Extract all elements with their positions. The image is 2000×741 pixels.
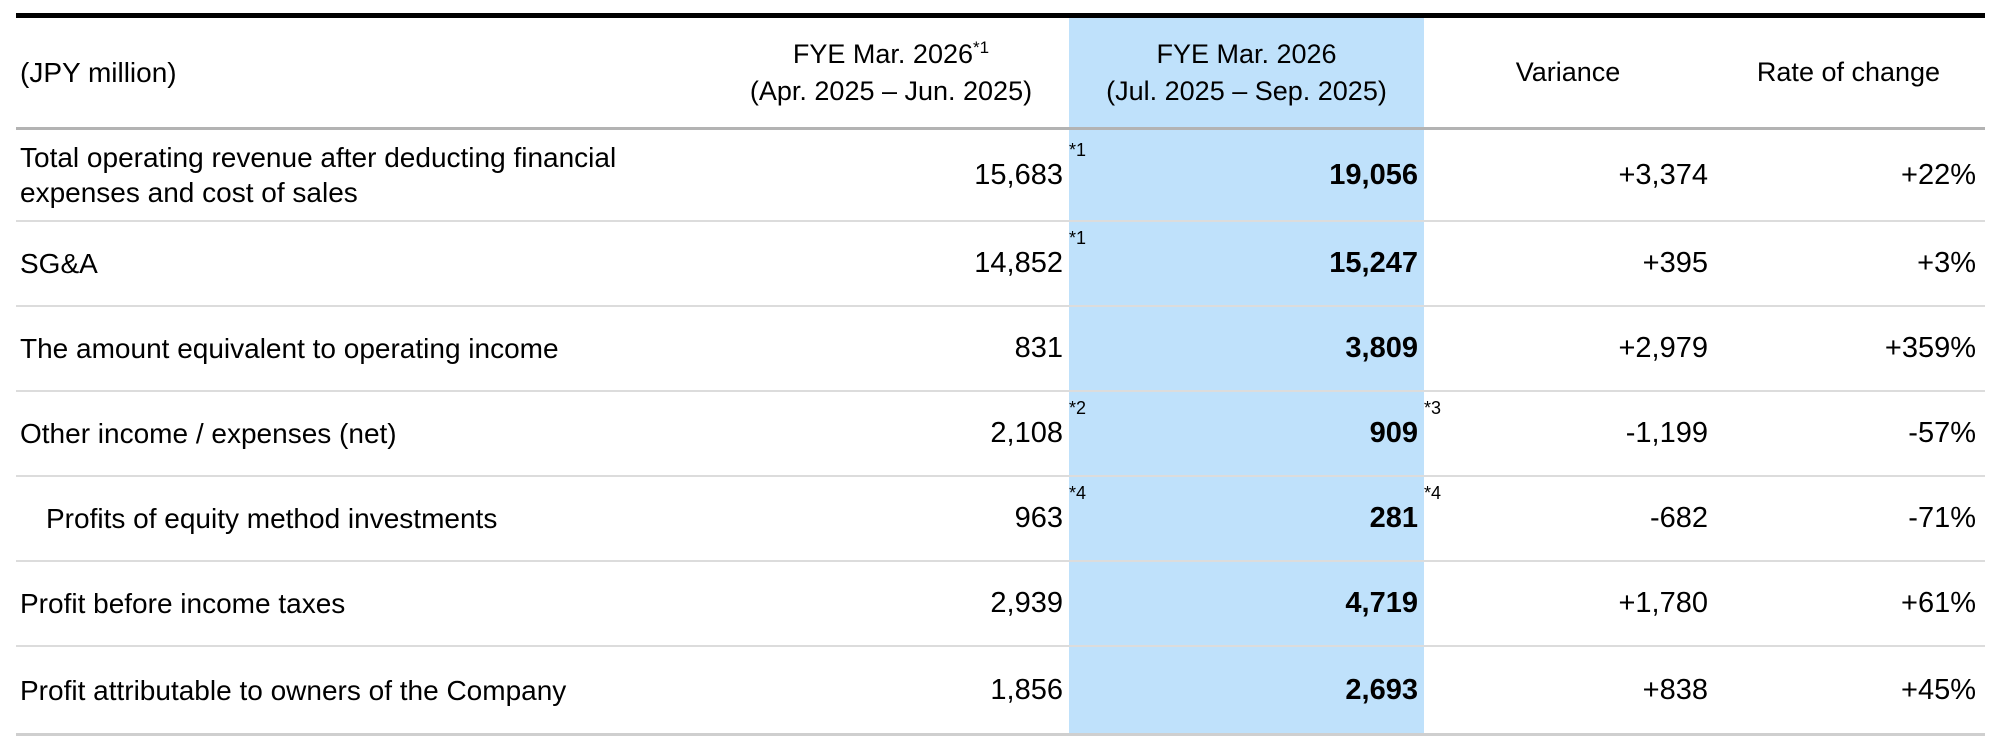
rate-of-change-value: +3% — [1917, 247, 1976, 279]
q2-value: 909 *3 — [1369, 398, 1442, 449]
q2-value: 19,056 — [1329, 158, 1418, 191]
row-label: The amount equivalent to operating incom… — [20, 333, 559, 364]
rate-of-change-value: +359% — [1884, 332, 1976, 364]
q2-header-title: FYE Mar. 2026 — [1156, 39, 1337, 70]
variance-value: -682 — [1649, 502, 1708, 534]
footnote-marker: *2 — [1069, 398, 1087, 418]
row-label: Profit before income taxes — [20, 588, 346, 619]
row-label: Total operating revenue after deducting … — [20, 142, 617, 208]
table-row: Total operating revenue after deducting … — [16, 130, 1985, 222]
current-quarter-highlight-band — [1069, 18, 1424, 733]
q1-value: 963 *4 — [1014, 483, 1087, 534]
variance-value: +3,374 — [1618, 158, 1708, 191]
variance-value: +1,780 — [1618, 587, 1708, 619]
rate-of-change-value: +61% — [1901, 587, 1976, 619]
unit-label: (JPY million) — [20, 57, 177, 88]
q2-value: 281 *4 — [1369, 483, 1442, 534]
rate-of-change-value: -71% — [1908, 502, 1976, 534]
footnote-marker: *1 — [1069, 228, 1087, 248]
q2-value: 2,693 — [1345, 673, 1418, 706]
q1-value: 2,108 *2 — [990, 398, 1087, 449]
table-row: Profits of equity method investments 963… — [16, 477, 1985, 562]
row-label: SG&A — [20, 248, 98, 279]
table-row: SG&A 14,852 *1 15,247 +395 +3% — [16, 222, 1985, 307]
q1-header-footnote-marker: *1 — [973, 38, 990, 58]
row-label: Profit attributable to owners of the Com… — [20, 674, 567, 706]
table-row: Other income / expenses (net) 2,108 *2 90… — [16, 392, 1985, 477]
variance-value: +2,979 — [1618, 332, 1708, 364]
q1-header-title: FYE Mar. 2026 — [792, 39, 973, 70]
q1-value: 14,852 *1 — [974, 228, 1087, 279]
variance-value: +838 — [1642, 673, 1708, 706]
column-header-variance: Variance — [1515, 57, 1621, 88]
table-header-row: (JPY million) FYE Mar. 2026*1 (Apr. 2025… — [16, 18, 1985, 130]
q2-value: 15,247 — [1329, 247, 1418, 279]
q2-header-period: (Jul. 2025 – Sep. 2025) — [1106, 75, 1387, 106]
footnote-marker: *1 — [1069, 139, 1087, 160]
column-header-rate-of-change: Rate of change — [1756, 57, 1941, 88]
q1-value: 15,683 *1 — [974, 139, 1087, 191]
row-label: Other income / expenses (net) — [20, 418, 397, 449]
q1-header-period: (Apr. 2025 – Jun. 2025) — [749, 75, 1033, 106]
footnote-marker: *4 — [1424, 483, 1442, 503]
row-label: Profits of equity method investments — [46, 503, 498, 534]
rate-of-change-value: +22% — [1901, 158, 1976, 191]
q1-value: 1,856 — [990, 673, 1063, 706]
q2-value: 4,719 — [1345, 587, 1418, 619]
q1-value: 2,939 — [990, 587, 1063, 619]
variance-value: -1,199 — [1625, 417, 1708, 449]
variance-value: +395 — [1642, 247, 1708, 279]
q1-value: 831 — [1014, 332, 1063, 364]
q2-value: 3,809 — [1345, 332, 1418, 364]
footnote-marker: *4 — [1069, 483, 1087, 503]
column-header-q1: FYE Mar. 2026*1 (Apr. 2025 – Jun. 2025) — [713, 18, 1069, 127]
quarterly-results-table: (JPY million) FYE Mar. 2026*1 (Apr. 2025… — [16, 13, 1985, 736]
table-row: Profit before income taxes 2,939 4,719 +… — [16, 562, 1985, 647]
column-header-q2: FYE Mar. 2026 (Jul. 2025 – Sep. 2025) — [1069, 18, 1424, 127]
table-row: The amount equivalent to operating incom… — [16, 307, 1985, 392]
footnote-marker: *3 — [1424, 398, 1442, 418]
rate-of-change-value: +45% — [1901, 673, 1976, 706]
rate-of-change-value: -57% — [1908, 417, 1976, 449]
table-row: Profit attributable to owners of the Com… — [16, 647, 1985, 733]
